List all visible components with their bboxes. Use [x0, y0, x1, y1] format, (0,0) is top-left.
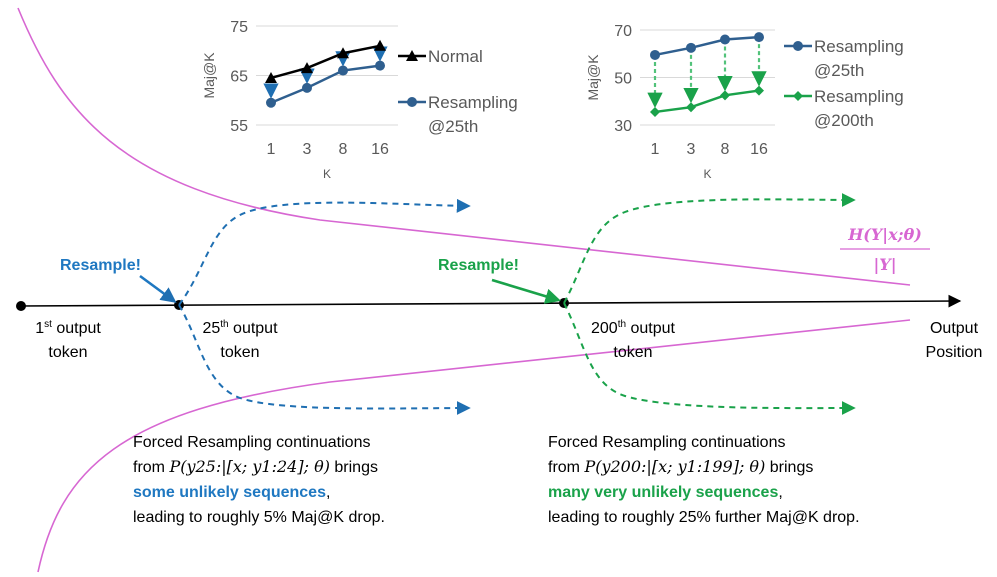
x-tick-label: 16 — [750, 141, 768, 158]
entropy-curve-upper — [17, 7, 911, 286]
legend-marker — [406, 50, 418, 61]
legend-label-line2: @200th — [814, 111, 874, 130]
timeline-label-1st: 1st output — [35, 319, 101, 337]
y-tick-label: 75 — [230, 19, 248, 36]
resample-label-25th: Resample! — [60, 257, 141, 274]
series-line — [270, 64, 381, 104]
timeline-point-1st — [16, 301, 26, 311]
caption-25th: Forced Resampling continuations from P(y… — [133, 434, 385, 526]
x-tick-label: 1 — [267, 141, 276, 158]
legend-label-line2: @25th — [428, 117, 478, 136]
caption-25th-line2: from P(y25:|[x; y1:24]; θ) brings — [133, 457, 378, 476]
x-axis-label: K — [703, 167, 711, 181]
data-point — [686, 102, 696, 113]
x-tick-label: 1 — [651, 141, 660, 158]
x-axis-label: K — [323, 167, 331, 181]
caption-200th-line4: leading to roughly 25% further Maj@K dro… — [548, 509, 860, 526]
resample-arrow-25th — [139, 274, 177, 303]
entropy-denominator: |Y| — [873, 255, 896, 274]
data-point — [266, 97, 276, 108]
x-tick-label: 8 — [339, 141, 348, 158]
resample-label-200th: Resample! — [438, 257, 519, 274]
legend-label: Resampling — [428, 93, 518, 112]
series-line — [654, 35, 760, 57]
timeline-label-200th: 200th output — [591, 319, 676, 337]
y-axis-label: Maj@K — [585, 54, 601, 101]
caption-200th-line3: many very unlikely sequences, — [548, 484, 783, 501]
y-tick-label: 30 — [614, 118, 632, 135]
resample-continuation-lower-25th — [178, 304, 471, 416]
x-tick-label: 3 — [303, 141, 312, 158]
y-tick-label: 70 — [614, 23, 632, 40]
x-tick-label: 3 — [687, 141, 696, 158]
entropy-curve-lower — [37, 319, 911, 573]
data-point — [720, 34, 730, 45]
data-point — [337, 47, 349, 59]
data-point — [650, 106, 660, 117]
timeline-axis — [19, 294, 962, 308]
chart-resampling-200th: 30 50 70 Maj@K 1 3 8 16 K Resampling @25th Resampli… — [585, 23, 904, 181]
caption-200th-line2: from P(y200:|[x; y1:199]; θ) brings — [548, 457, 813, 476]
data-point — [754, 32, 764, 43]
legend-marker — [407, 97, 417, 107]
timeline-label-1st-line2: token — [48, 344, 87, 361]
data-point — [720, 90, 730, 101]
data-point — [375, 60, 385, 71]
entropy-label: H(Y|x;θ) |Y| — [840, 225, 930, 274]
x-tick-label: 8 — [721, 141, 730, 158]
resample-continuation-lower-200th — [563, 302, 856, 416]
legend-label-line2: @25th — [814, 61, 864, 80]
series-line — [270, 44, 381, 80]
data-point — [265, 71, 277, 83]
caption-25th-line3: some unlikely sequences, — [133, 484, 330, 501]
data-point — [301, 62, 313, 74]
caption-25th-line1: Forced Resampling continuations — [133, 434, 370, 451]
entropy-numerator: H(Y|x;θ) — [847, 225, 922, 244]
legend-marker — [793, 91, 803, 101]
legend-label: Resampling — [814, 37, 904, 56]
y-axis-label: Maj@K — [201, 52, 217, 99]
x-tick-label: 16 — [371, 141, 389, 158]
axis-label-position: Position — [926, 344, 983, 361]
timeline-label-25th: 25th output — [202, 319, 278, 337]
y-tick-label: 50 — [614, 71, 632, 88]
axis-label-output: Output — [930, 320, 979, 337]
series-line — [654, 89, 760, 114]
caption-200th-line1: Forced Resampling continuations — [548, 434, 785, 451]
legend-label: Normal — [428, 47, 483, 66]
legend-label: Resampling — [814, 87, 904, 106]
timeline-label-25th-line2: token — [220, 344, 259, 361]
caption-25th-line4: leading to roughly 5% Maj@K drop. — [133, 509, 385, 526]
data-point — [650, 49, 660, 60]
data-point — [338, 65, 348, 76]
legend-marker — [793, 41, 803, 51]
resample-continuation-upper-200th — [563, 192, 856, 304]
caption-200th: Forced Resampling continuations from P(y… — [548, 434, 860, 526]
data-point — [374, 39, 386, 51]
resample-arrow-200th — [491, 278, 561, 304]
timeline-label-200th-line2: token — [613, 344, 652, 361]
chart-resampling-25th: 55 65 75 Maj@K 1 3 8 16 K Normal Resampling @25th — [201, 19, 518, 181]
data-point — [302, 82, 312, 93]
data-point — [686, 42, 696, 53]
y-tick-label: 65 — [230, 69, 248, 86]
data-point — [754, 85, 764, 96]
resample-continuation-upper-25th — [178, 198, 471, 306]
y-tick-label: 55 — [230, 118, 248, 135]
